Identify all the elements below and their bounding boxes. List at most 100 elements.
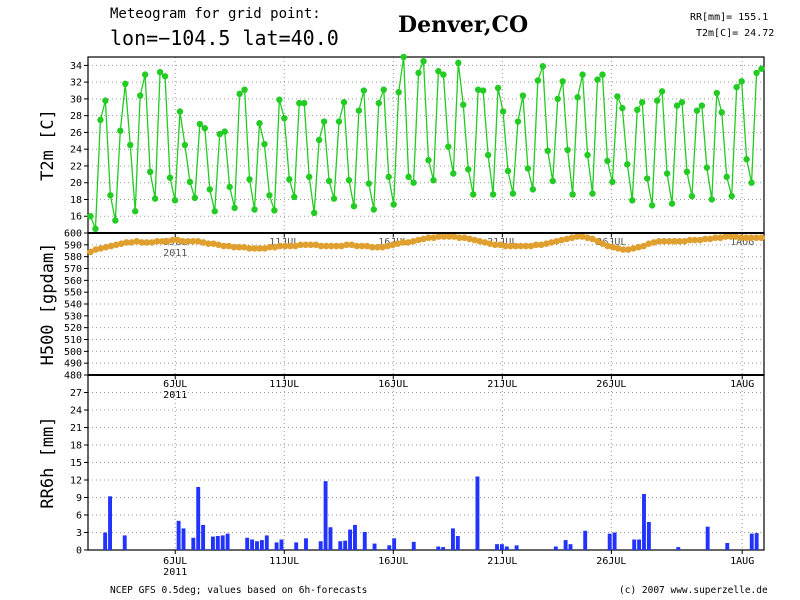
y-tick-label: 580 [64, 252, 82, 263]
t2m-point [609, 178, 616, 186]
t2m-point [266, 192, 273, 199]
x-tick-label: 1AUG [730, 237, 754, 248]
rr-bar [495, 544, 499, 550]
h500-point [327, 242, 335, 250]
t2m-point [196, 120, 204, 128]
y-tick-label: 600 [64, 229, 82, 240]
x-tick-label: 26JUL [596, 379, 626, 390]
h500-point [261, 245, 268, 252]
t2m-point [390, 201, 397, 208]
t2m-point [301, 99, 308, 107]
rr-bar [103, 532, 108, 550]
y-tick-label: 27 [70, 388, 82, 399]
h500-point [184, 237, 192, 245]
t2m-point [569, 191, 576, 198]
t2m-point [688, 192, 696, 200]
h500-point [747, 234, 755, 242]
y-tick-label: 3 [76, 528, 82, 539]
rr-bar [108, 496, 112, 550]
t2m-point [330, 195, 338, 202]
t2m-point [693, 107, 701, 114]
h500-point [655, 237, 663, 245]
y-tick-label: 22 [70, 161, 82, 172]
h500-point [225, 242, 233, 250]
rr-bar [274, 542, 279, 550]
h500-point [712, 234, 719, 242]
t2m-point [604, 157, 611, 165]
t2m-point [653, 97, 661, 104]
t2m-point [574, 94, 581, 101]
y-tick-label: 0 [76, 546, 82, 557]
h500-point [164, 237, 171, 245]
t2m-point [231, 204, 238, 212]
y-tick-label: 12 [70, 476, 82, 487]
t2m-point [166, 174, 174, 181]
t2m-point [97, 116, 104, 124]
t2m-point [335, 118, 343, 125]
h500-point [286, 242, 294, 250]
y-tick-label: 500 [64, 347, 82, 358]
t2m-point [87, 213, 94, 220]
h500-point [143, 239, 151, 246]
y-tick-label: 530 [64, 311, 82, 322]
t2m-point [375, 99, 382, 107]
t2m-point [171, 197, 179, 204]
x-tick-label: 6JUL [163, 556, 187, 567]
h500-point [128, 239, 135, 246]
t2m-point [102, 97, 109, 104]
t2m-point [345, 177, 353, 184]
h500-point [450, 233, 458, 240]
h500-point [374, 243, 381, 251]
h500-point [333, 242, 340, 250]
rr-bar [553, 546, 558, 550]
t2m-point [117, 127, 124, 134]
h500-point [758, 234, 765, 242]
x-tick-label: 11JUL [269, 379, 299, 390]
h500-point [251, 245, 258, 252]
t2m-point [415, 69, 422, 77]
h500-point [619, 246, 627, 253]
t2m-point [385, 173, 392, 181]
rr-bar [220, 535, 225, 550]
rr-bar [191, 537, 196, 550]
h500-point [609, 243, 617, 251]
panel-frame [87, 56, 765, 234]
y-tick-label: 570 [64, 264, 82, 275]
y-tick-label: 28 [70, 111, 82, 122]
y-tick-label: 9 [76, 493, 82, 504]
t2m-point [648, 202, 656, 209]
rr-bar [245, 537, 250, 550]
h500-point [706, 235, 714, 243]
t2m-point [718, 109, 725, 116]
rr-bar [372, 543, 377, 550]
h500-point [522, 242, 530, 250]
h500-point [205, 240, 212, 247]
t2m-point [271, 207, 278, 214]
h500-point [517, 242, 525, 250]
h500-point [584, 234, 591, 242]
rr-bar [642, 494, 646, 550]
t2m-point [494, 84, 502, 92]
t2m-point [619, 104, 626, 112]
t2m-point [340, 99, 348, 106]
t2m-point [524, 165, 532, 172]
y-tick-label: 24 [70, 145, 82, 156]
t2m-point [425, 156, 432, 164]
city-name: Denver,CO [398, 12, 529, 38]
t2m-point [678, 99, 686, 106]
rr-bar [475, 476, 480, 550]
h500-point [645, 240, 653, 247]
h500-point [640, 242, 647, 250]
t2m-point [683, 168, 691, 176]
t2m-point [509, 190, 517, 197]
t2m-point [614, 93, 621, 100]
h500-point [420, 235, 427, 243]
h500-point [681, 237, 688, 245]
h500-point [455, 234, 463, 242]
h500-point [133, 237, 140, 245]
h500-point [630, 245, 637, 252]
title-line-1: Meteogram for grid point: [110, 6, 321, 22]
t2m-point [206, 186, 213, 193]
title-line-2: lon=−104.5 lat=40.0 [110, 26, 339, 50]
